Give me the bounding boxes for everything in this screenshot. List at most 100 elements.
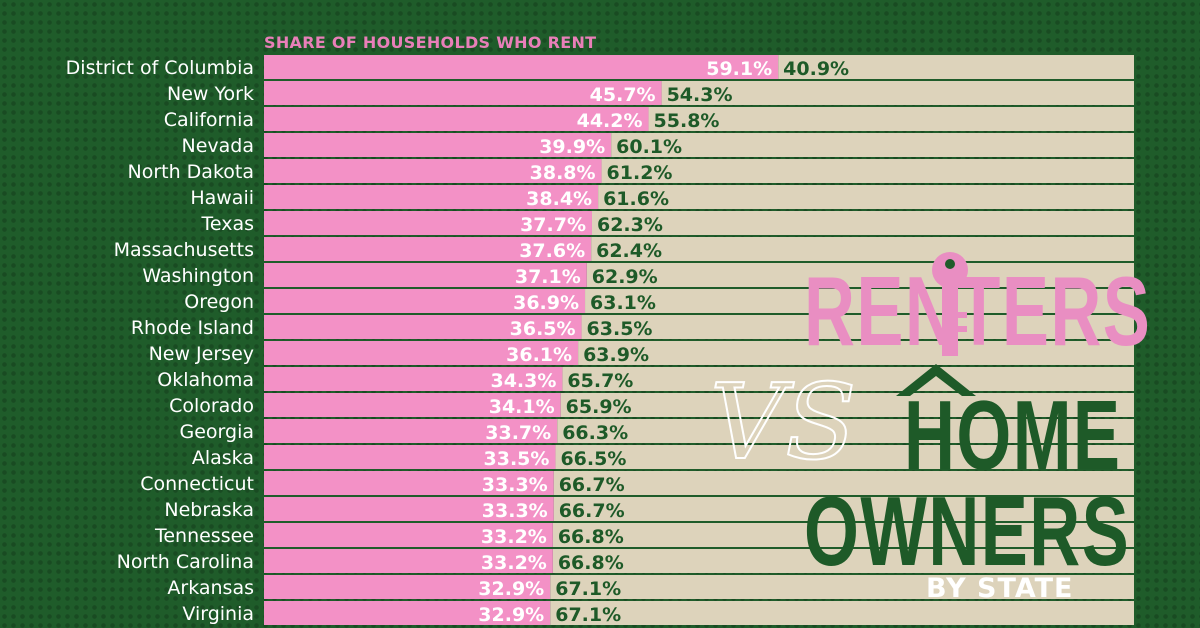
- state-label: Alaska: [192, 447, 254, 469]
- state-label: New Jersey: [149, 343, 254, 365]
- renter-bar: [264, 55, 779, 79]
- owner-bar: [611, 133, 1134, 157]
- owner-bar: [648, 107, 1134, 131]
- owner-value-label: 54.3%: [667, 84, 733, 106]
- state-label: Washington: [142, 265, 254, 287]
- renter-bar: [264, 549, 553, 573]
- house-roof-icon: [896, 364, 976, 396]
- state-label: Georgia: [180, 421, 255, 443]
- owner-value-label: 60.1%: [616, 136, 682, 158]
- renter-value-label: 33.2%: [481, 552, 547, 574]
- owner-bar: [601, 159, 1134, 183]
- state-label: North Carolina: [117, 551, 254, 573]
- renter-value-label: 38.4%: [526, 188, 592, 210]
- renter-value-label: 34.3%: [490, 370, 556, 392]
- state-label: Connecticut: [140, 473, 254, 495]
- renter-value-label: 38.8%: [530, 162, 596, 184]
- owner-bar: [553, 471, 1134, 495]
- owner-value-label: 62.4%: [596, 240, 662, 262]
- renter-bar: [264, 393, 561, 417]
- state-label: District of Columbia: [66, 57, 254, 79]
- renter-bar: [264, 315, 582, 339]
- owner-value-label: 63.9%: [583, 344, 649, 366]
- renter-bar: [264, 263, 587, 287]
- owner-bar: [562, 367, 1134, 391]
- owner-value-label: 66.8%: [558, 552, 624, 574]
- state-label: Texas: [200, 213, 254, 235]
- renter-value-label: 33.5%: [484, 448, 550, 470]
- owner-value-label: 67.1%: [555, 578, 621, 600]
- owner-value-label: 40.9%: [783, 58, 849, 80]
- renter-bar: [264, 471, 554, 495]
- state-label: Tennessee: [154, 525, 254, 547]
- owner-value-label: 66.8%: [558, 526, 624, 548]
- renter-bar: [264, 185, 599, 209]
- chart-subtitle: SHARE OF HOUSEHOLDS WHO RENT: [264, 33, 597, 52]
- renter-value-label: 36.1%: [506, 344, 572, 366]
- owner-value-label: 66.5%: [560, 448, 626, 470]
- state-label: Arkansas: [167, 577, 254, 599]
- owner-value-label: 65.7%: [567, 370, 633, 392]
- renter-value-label: 33.3%: [482, 474, 548, 496]
- owner-bar: [591, 211, 1134, 235]
- renter-value-label: 45.7%: [590, 84, 656, 106]
- renter-value-label: 59.1%: [706, 58, 772, 80]
- owner-bar: [585, 289, 1134, 313]
- title-owners: OWNERS: [804, 476, 1131, 586]
- title-by-state: BY STATE: [926, 573, 1074, 604]
- owner-bar: [586, 263, 1134, 287]
- owner-bar: [598, 185, 1134, 209]
- owner-bar: [591, 237, 1134, 261]
- key-icon: [932, 252, 968, 356]
- state-label: Massachusetts: [114, 239, 254, 261]
- state-label: Nebraska: [164, 499, 254, 521]
- owner-value-label: 61.2%: [607, 162, 673, 184]
- state-label: Oregon: [184, 291, 254, 313]
- state-label: North Dakota: [128, 161, 255, 183]
- renter-bar: [264, 237, 592, 261]
- owner-bar: [557, 419, 1134, 443]
- owner-value-label: 66.7%: [559, 474, 625, 496]
- owner-value-label: 67.1%: [555, 604, 621, 626]
- renter-bar: [264, 523, 553, 547]
- owner-value-label: 62.9%: [592, 266, 658, 288]
- owner-bar: [578, 341, 1134, 365]
- owner-bar: [550, 575, 1134, 599]
- owner-value-label: 63.5%: [587, 318, 653, 340]
- renter-value-label: 34.1%: [489, 396, 555, 418]
- renter-value-label: 33.3%: [482, 500, 548, 522]
- renter-value-label: 33.2%: [481, 526, 547, 548]
- owner-bar: [550, 601, 1134, 625]
- owner-value-label: 63.1%: [590, 292, 656, 314]
- renter-value-label: 37.7%: [520, 214, 586, 236]
- renter-value-label: 36.5%: [510, 318, 576, 340]
- owner-bar: [778, 55, 1134, 79]
- state-label: Nevada: [182, 135, 255, 157]
- title-renters: RENTERS: [804, 256, 1152, 366]
- renter-value-label: 36.9%: [513, 292, 579, 314]
- owner-bar: [555, 445, 1134, 469]
- state-label: Rhode Island: [131, 317, 254, 339]
- owner-bar: [552, 549, 1134, 573]
- renter-bar: [264, 445, 556, 469]
- state-label: Oklahoma: [157, 369, 254, 391]
- title-vs: VS: [709, 361, 857, 483]
- renter-bar: [264, 81, 662, 105]
- owner-bar: [581, 315, 1134, 339]
- renter-bar: [264, 575, 551, 599]
- owner-value-label: 66.3%: [562, 422, 628, 444]
- state-label: Virginia: [182, 603, 254, 625]
- owner-value-label: 62.3%: [597, 214, 663, 236]
- owner-value-label: 61.6%: [603, 188, 669, 210]
- owner-value-label: 66.7%: [559, 500, 625, 522]
- state-label: New York: [167, 83, 254, 105]
- renter-bar: [264, 601, 551, 625]
- renter-value-label: 32.9%: [478, 578, 544, 600]
- state-label: Colorado: [169, 395, 254, 417]
- renter-bar: [264, 107, 649, 131]
- renter-bar: [264, 133, 612, 157]
- owner-bar: [553, 497, 1134, 521]
- owner-value-label: 65.9%: [566, 396, 632, 418]
- owner-bar: [552, 523, 1134, 547]
